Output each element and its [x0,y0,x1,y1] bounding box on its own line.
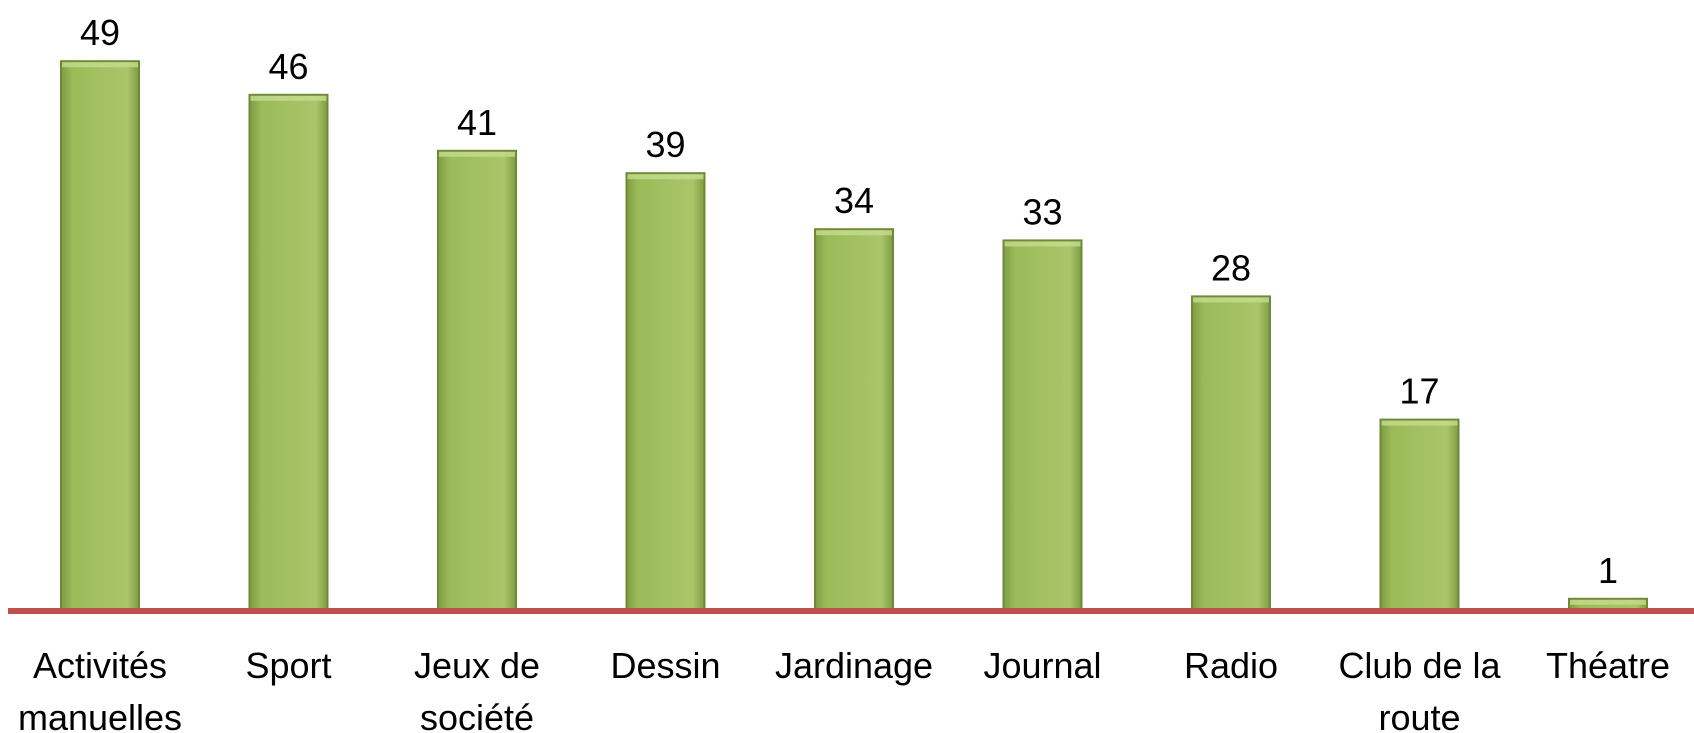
bar [437,149,517,612]
bar-highlight [250,95,327,101]
x-tick-label: Club de la route [1338,645,1501,733]
value-label: 46 [268,46,308,87]
x-tick-label: Théatre [1545,645,1671,686]
value-label: 33 [1022,191,1062,232]
value-label: 49 [80,12,120,53]
x-tick-label: Journal [983,645,1102,686]
bar [60,60,140,611]
bar [1379,418,1460,611]
value-label: 17 [1399,371,1439,412]
bar [248,93,329,612]
x-tick-label: Jardinage [774,645,934,686]
x-tick-label: Activités manuelles [17,645,183,733]
bar [625,172,706,611]
x-tick-label: Jeux de société [413,645,541,733]
bar-highlight [816,230,892,236]
bar-highlight [439,151,515,157]
bar-highlight [627,174,704,180]
bar-highlight [1193,297,1269,303]
bar [814,228,894,611]
value-label: 28 [1211,247,1251,288]
x-tick-label: Dessin [610,645,721,686]
bar-highlight [62,62,138,68]
value-label: 39 [645,124,685,165]
x-tick-label: Sport [245,645,332,686]
bar-highlight [1381,420,1458,426]
bar [1002,239,1083,611]
value-label: 34 [834,180,874,221]
x-tick-label: Radio [1183,645,1279,686]
bar-highlight [1570,599,1646,605]
bar-highlight [1004,241,1081,247]
value-label: 41 [457,102,497,143]
value-label: 1 [1598,550,1618,591]
bar [1191,295,1271,611]
